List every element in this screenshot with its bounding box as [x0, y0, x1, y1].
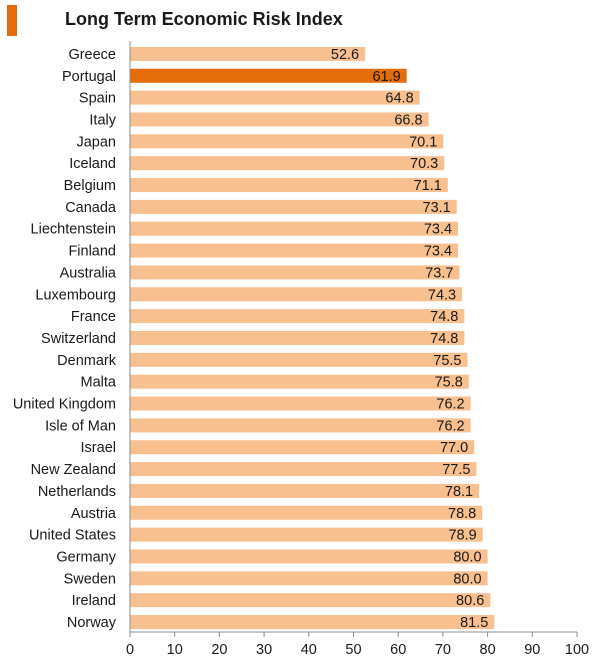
value-label: 73.7	[425, 265, 453, 281]
category-label: Italy	[89, 112, 116, 128]
x-tick-label: 90	[524, 642, 540, 658]
value-label: 61.9	[372, 69, 400, 85]
category-label: Sweden	[64, 571, 116, 587]
category-label: Netherlands	[38, 484, 116, 500]
value-label: 76.2	[436, 397, 464, 413]
bar	[130, 571, 488, 586]
value-label: 73.4	[424, 222, 452, 238]
x-tick-label: 80	[480, 642, 496, 658]
bar	[130, 199, 457, 214]
category-label: Switzerland	[41, 331, 116, 347]
x-tick-label: 30	[256, 642, 272, 658]
bar	[130, 352, 468, 367]
category-label: Japan	[76, 134, 116, 150]
category-label: Austria	[71, 506, 117, 522]
x-tick-label: 0	[126, 642, 134, 658]
bar	[130, 287, 463, 302]
value-label: 78.9	[448, 528, 476, 544]
value-label: 76.2	[436, 418, 464, 434]
category-label: Spain	[79, 91, 116, 107]
bar	[130, 330, 465, 345]
bar	[130, 549, 488, 564]
bar	[130, 309, 465, 324]
value-label: 81.5	[460, 615, 488, 631]
value-label: 74.8	[430, 309, 458, 325]
category-label: Finland	[68, 244, 116, 260]
x-tick-label: 20	[211, 642, 227, 658]
value-label: 77.0	[440, 440, 468, 456]
category-label: Luxembourg	[35, 287, 116, 303]
bar	[130, 243, 459, 258]
bar	[130, 440, 475, 455]
category-label: Germany	[56, 549, 116, 565]
category-label: Norway	[67, 615, 117, 631]
category-label: United Kingdom	[13, 397, 116, 413]
value-label: 75.5	[433, 353, 461, 369]
bar	[130, 527, 483, 542]
x-tick-label: 50	[345, 642, 361, 658]
category-label: Australia	[60, 265, 117, 281]
bar	[130, 418, 471, 433]
value-label: 74.8	[430, 331, 458, 347]
bar	[130, 156, 445, 171]
category-label: Denmark	[57, 353, 117, 369]
value-label: 73.1	[423, 200, 451, 216]
value-label: 66.8	[394, 112, 422, 128]
bar	[130, 112, 429, 127]
bar	[130, 593, 491, 608]
value-label: 80.0	[453, 549, 481, 565]
x-tick-label: 10	[167, 642, 183, 658]
value-label: 52.6	[331, 47, 359, 63]
value-label: 77.5	[442, 462, 470, 478]
bar	[130, 178, 448, 193]
bar	[130, 265, 460, 280]
value-label: 78.8	[448, 506, 476, 522]
value-label: 70.3	[410, 156, 438, 172]
x-tick-label: 100	[565, 642, 589, 658]
bar	[130, 90, 420, 105]
category-label: New Zealand	[31, 462, 116, 478]
bar	[130, 374, 469, 389]
category-label: France	[71, 309, 116, 325]
bar	[130, 68, 407, 83]
chart-title: Long Term Economic Risk Index	[65, 9, 343, 29]
category-label: Iceland	[69, 156, 116, 172]
category-label: Belgium	[64, 178, 116, 194]
category-label: Liechtenstein	[31, 222, 116, 238]
bar	[130, 483, 480, 498]
value-label: 71.1	[414, 178, 442, 194]
value-label: 74.3	[428, 287, 456, 303]
bar	[130, 221, 459, 236]
value-label: 75.8	[435, 375, 463, 391]
bar	[130, 615, 495, 630]
category-label: Israel	[81, 440, 116, 456]
category-label: Portugal	[62, 69, 116, 85]
x-tick-label: 40	[301, 642, 317, 658]
category-label: United States	[29, 528, 116, 544]
value-label: 80.6	[456, 593, 484, 609]
value-label: 73.4	[424, 244, 452, 260]
x-tick-label: 70	[435, 642, 451, 658]
category-label: Canada	[65, 200, 117, 216]
bar	[130, 462, 477, 477]
x-tick-label: 60	[390, 642, 406, 658]
bar	[130, 134, 444, 149]
value-label: 64.8	[385, 91, 413, 107]
bar	[130, 396, 471, 411]
bar	[130, 46, 366, 61]
category-label: Isle of Man	[45, 418, 116, 434]
category-label: Ireland	[72, 593, 116, 609]
value-label: 70.1	[409, 134, 437, 150]
title-marker	[7, 5, 17, 36]
value-label: 78.1	[445, 484, 473, 500]
category-label: Greece	[68, 47, 116, 63]
value-label: 80.0	[453, 571, 481, 587]
category-label: Malta	[81, 375, 117, 391]
bar	[130, 505, 483, 520]
